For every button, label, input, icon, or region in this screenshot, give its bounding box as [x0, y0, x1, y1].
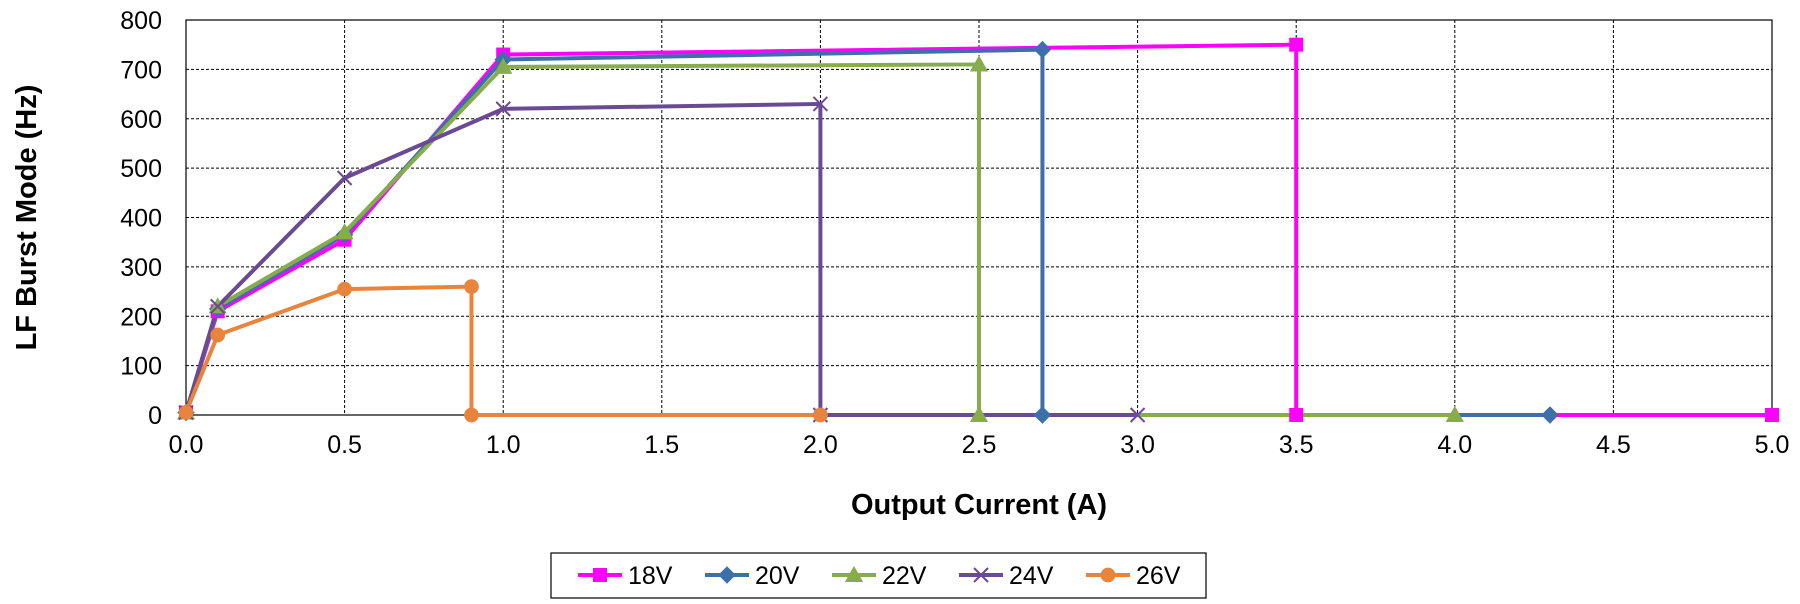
legend-label: 18V	[628, 562, 673, 590]
data-point	[973, 567, 989, 583]
data-point	[464, 407, 479, 423]
data-point	[210, 327, 226, 343]
data-point	[1765, 408, 1779, 422]
x-tick-label: 1.0	[486, 431, 521, 459]
y-tick-label: 400	[120, 205, 162, 233]
data-point	[1445, 405, 1464, 422]
y-tick-label: 600	[120, 106, 162, 134]
data-point	[335, 223, 354, 240]
data-point	[969, 55, 989, 72]
y-tick-label: 200	[120, 303, 162, 331]
y-tick-label: 500	[120, 155, 162, 183]
legend-item-24V: 24V	[959, 562, 1054, 590]
x-marker-stroke	[495, 101, 511, 117]
x-tick-labels: 0.0 0.5 1.0 1.5 2.0 2.5 3.0 3.5 4.0 4.5 5.0	[169, 431, 1790, 459]
x-tick-label: 2.0	[803, 431, 838, 459]
data-point	[844, 565, 864, 582]
data-point	[812, 96, 829, 112]
y-tick-label: 100	[120, 353, 162, 381]
data-point	[1289, 408, 1304, 422]
data-point	[494, 57, 513, 74]
data-point	[495, 101, 511, 117]
series-line-26V	[184, 284, 821, 417]
y-tick-labels: 0 100 200 300 400 500 600 700 800	[120, 7, 162, 430]
data-point	[178, 405, 194, 420]
data-point	[969, 405, 989, 422]
data-point	[718, 566, 736, 584]
data-point	[1033, 406, 1052, 424]
data-point	[210, 298, 226, 315]
x-marker-stroke	[812, 96, 829, 112]
data-point	[1033, 40, 1052, 59]
legend-item-18V: 18V	[578, 562, 673, 590]
data-point	[1129, 407, 1146, 423]
x-tick-label: 4.0	[1437, 431, 1472, 459]
x-tick-label: 2.5	[962, 431, 997, 459]
data-point	[464, 279, 479, 294]
x-marker-stroke	[973, 567, 989, 583]
data-point	[336, 170, 353, 186]
x-tick-label: 0.0	[169, 431, 204, 459]
x-tick-label: 0.5	[327, 431, 362, 459]
data-point	[813, 407, 828, 423]
legend-label: 26V	[1136, 562, 1181, 590]
y-tick-label: 0	[148, 402, 162, 430]
x-marker-stroke	[1129, 407, 1146, 423]
y-tick-label: 300	[120, 254, 162, 282]
x-marker-stroke	[336, 170, 353, 186]
x-tick-label: 5.0	[1755, 431, 1790, 459]
y-axis-title: LF Burst Mode (Hz)	[11, 85, 43, 351]
x-tick-label: 4.5	[1596, 431, 1631, 459]
y-tick-label: 700	[120, 56, 162, 84]
legend-label: 24V	[1009, 562, 1054, 590]
legend-label: 20V	[755, 562, 800, 590]
x-tick-label: 1.5	[644, 431, 679, 459]
data-point	[593, 568, 607, 582]
x-axis-title: Output Current (A)	[851, 489, 1107, 521]
data-point	[1289, 37, 1304, 52]
x-marker-stroke	[210, 298, 226, 315]
legend-item-20V: 20V	[705, 562, 800, 590]
series-markers	[176, 37, 1779, 424]
y-tick-label: 800	[120, 7, 162, 35]
data-point	[1541, 406, 1559, 424]
data-point	[1100, 567, 1116, 583]
legend-item-26V: 26V	[1086, 562, 1181, 590]
legend-label: 22V	[882, 562, 927, 590]
x-tick-label: 3.0	[1120, 431, 1155, 459]
legend: 18V 20V 22V 24V 26V	[550, 552, 1207, 599]
legend-item-22V: 22V	[832, 562, 927, 590]
x-tick-label: 3.5	[1279, 431, 1314, 459]
data-point	[337, 281, 352, 297]
